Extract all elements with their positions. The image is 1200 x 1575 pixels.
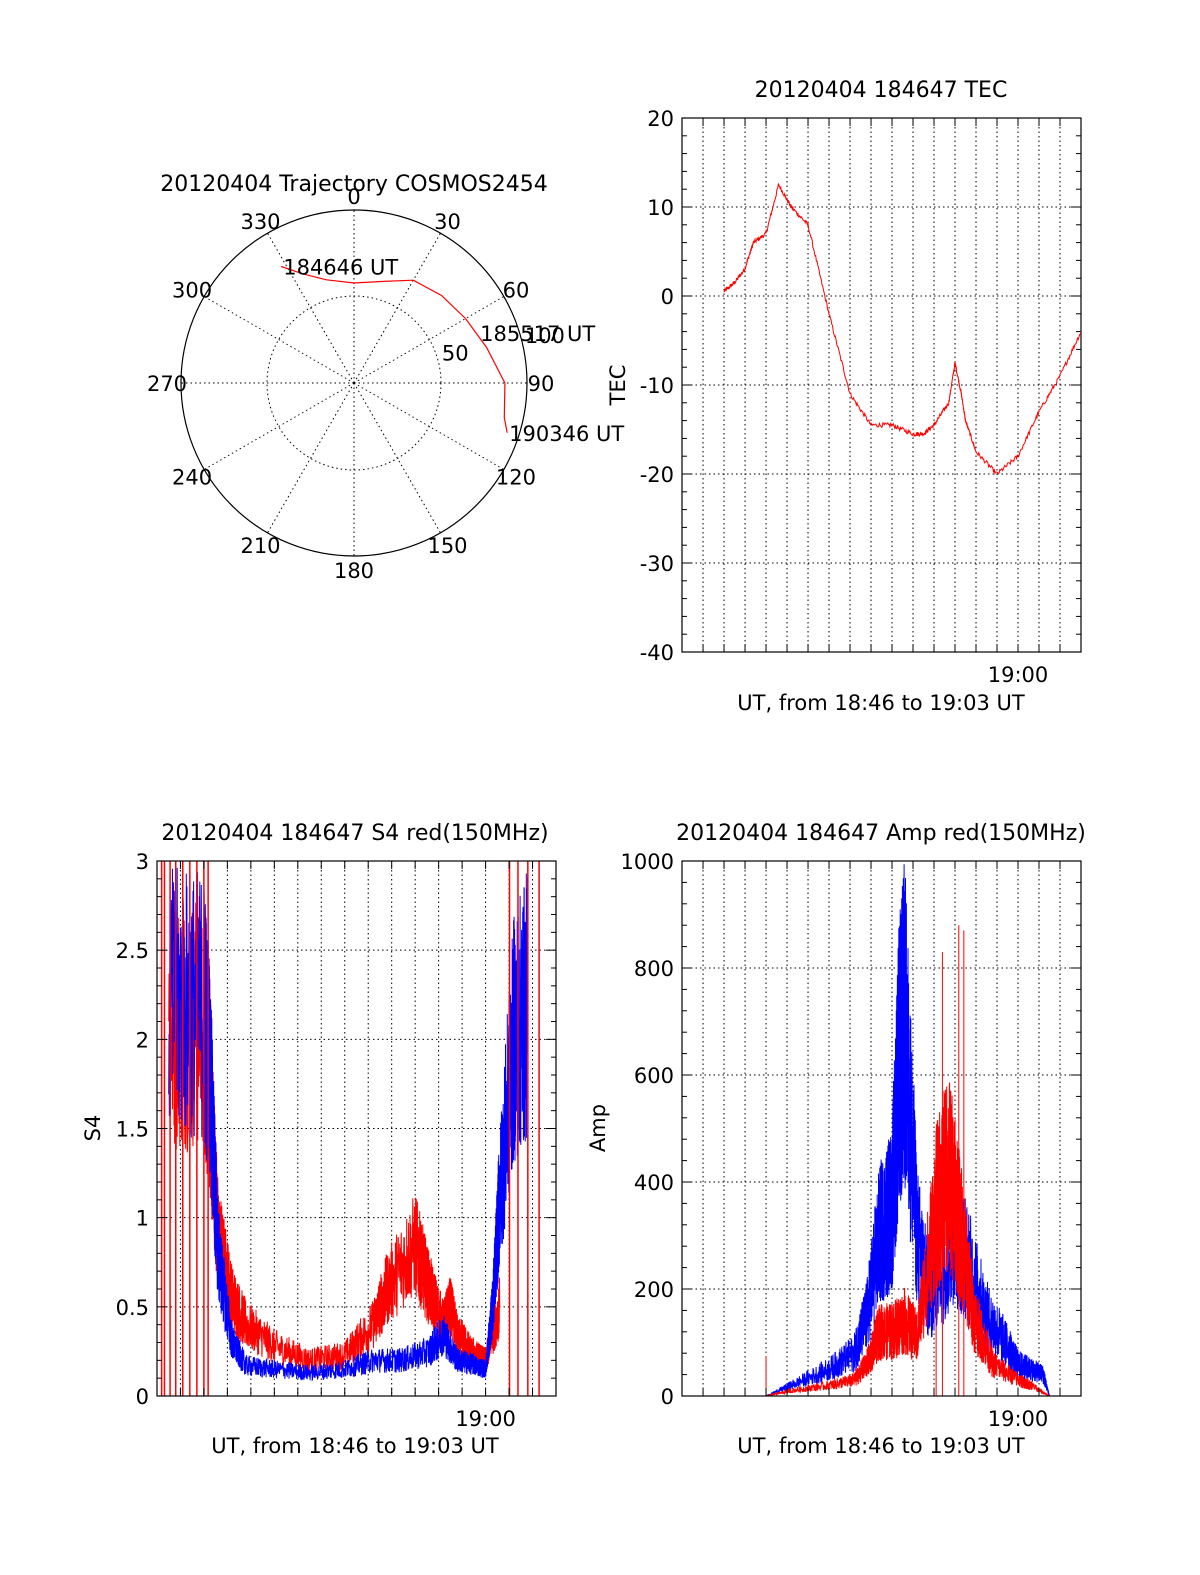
trajectory-annotations: 184646 UT 185517 UT 190346 UT (283, 256, 624, 446)
radial-label: 50 (442, 341, 469, 365)
s4-ytick-label: 1 (136, 1207, 149, 1231)
amp-title: 20120404 184647 Amp red(150MHz) (676, 821, 1086, 846)
azimuth-label: 150 (427, 534, 467, 558)
tec-ytick-label: 0 (661, 285, 674, 309)
amp-xtick-label: 19:00 (988, 1407, 1049, 1431)
polar-spokes (181, 210, 527, 556)
azimuth-label: 330 (240, 210, 280, 234)
amp-frame (681, 860, 1082, 1397)
trajectory-title: 20120404 Trajectory COSMOS2454 (160, 172, 547, 197)
azimuth-label: 30 (434, 210, 461, 234)
s4-ylabel: S4 (81, 1115, 105, 1142)
tec-ylabel: TEC (606, 365, 630, 407)
outer-circle (180, 209, 528, 557)
tec-ytick-label: -20 (640, 463, 674, 487)
amp-xlabel: UT, from 18:46 to 19:03 UT (737, 1434, 1025, 1458)
azimuth-label: 240 (172, 466, 212, 490)
azimuth-labels: 0 30 60 90 120 150 180 210 240 270 300 330 (147, 185, 554, 583)
tec-panel: 20120404 184647 TEC 20 10 0 -10 -20 -30 -40 19:… (606, 78, 1082, 715)
polar-spoke (353, 296, 505, 384)
s4-ytick-label: 0 (136, 1385, 149, 1409)
tec-ticks: 20 10 0 -10 -20 -30 -40 19:00 (640, 107, 1081, 687)
amp-ytick-label: 0 (661, 1385, 674, 1409)
amp-panel: 20120404 184647 Amp red(150MHz) 0 200 400 6… (586, 821, 1086, 1458)
tec-ytick-label: -10 (640, 374, 674, 398)
s4-ticks: 0 0.5 1 1.5 2 2.5 3 19:00 (116, 850, 556, 1431)
amp-series (703, 864, 1081, 1396)
s4-title: 20120404 184647 S4 red(150MHz) (161, 821, 548, 846)
trajectory-line (281, 265, 508, 433)
amp-ytick-label: 600 (634, 1064, 674, 1088)
amp-ticks: 0 200 400 600 800 1000 19:00 (621, 850, 1081, 1431)
polar-spoke (353, 232, 441, 384)
tec-series-line-0 (723, 183, 1081, 476)
amp-ytick-label: 200 (634, 1278, 674, 1302)
trajectory-annotation: 185517 UT (480, 322, 595, 346)
s4-panel: 20120404 184647 S4 red(150MHz) 0 0.5 1 1.5 2… (81, 821, 557, 1458)
polar-spoke (353, 382, 505, 470)
trajectory-annotation: 184646 UT (283, 256, 398, 280)
polar-spoke (267, 382, 355, 534)
azimuth-label: 300 (172, 279, 212, 303)
radial-label: 100 (525, 324, 565, 348)
tec-series (723, 183, 1081, 476)
s4-xlabel: UT, from 18:46 to 19:03 UT (211, 1434, 499, 1458)
tec-grid (682, 118, 1081, 652)
tec-xlabel: UT, from 18:46 to 19:03 UT (737, 691, 1025, 715)
radial-labels: 50 100 (442, 324, 565, 366)
tec-ytick-label: 10 (647, 196, 674, 220)
tec-ytick-label: -40 (640, 641, 674, 665)
azimuth-label: 210 (240, 534, 280, 558)
trajectory-panel: 20120404 Trajectory COSMOS2454 0 30 60 90 12… (147, 172, 624, 583)
trajectory-series (281, 265, 508, 433)
s4-series-line-0 (168, 896, 501, 1373)
amp-ylabel: Amp (586, 1104, 610, 1152)
azimuth-label: 120 (496, 466, 536, 490)
polar-spoke (353, 382, 441, 534)
azimuth-label: 90 (528, 372, 555, 396)
amp-ytick-label: 400 (634, 1171, 674, 1195)
s4-ytick-label: 2.5 (116, 939, 149, 963)
amp-series-line-1 (703, 1082, 1081, 1396)
polar-spoke (267, 232, 355, 384)
azimuth-label: 270 (147, 372, 187, 396)
polar-spoke (203, 296, 355, 384)
tec-ytick-label: -30 (640, 552, 674, 576)
polar-spoke (203, 382, 355, 470)
s4-series (160, 861, 540, 1396)
amp-ytick-label: 800 (634, 957, 674, 981)
azimuth-label: 0 (347, 185, 360, 209)
s4-xtick-label: 19:00 (455, 1407, 516, 1431)
s4-ytick-label: 3 (136, 850, 149, 874)
s4-grid (157, 861, 556, 1396)
tec-xtick-label: 19:00 (988, 663, 1049, 687)
tec-title: 20120404 184647 TEC (755, 78, 1008, 103)
amp-series-line-0 (703, 864, 1081, 1396)
tec-ytick-label: 20 (647, 107, 674, 131)
amp-ytick-label: 1000 (621, 850, 674, 874)
azimuth-label: 180 (334, 559, 374, 583)
trajectory-annotation: 190346 UT (509, 422, 624, 446)
s4-ytick-label: 0.5 (116, 1296, 149, 1320)
s4-ytick-label: 1.5 (116, 1118, 149, 1142)
azimuth-label: 60 (503, 279, 530, 303)
s4-ytick-label: 2 (136, 1028, 149, 1052)
s4-series-line-1 (168, 867, 529, 1382)
